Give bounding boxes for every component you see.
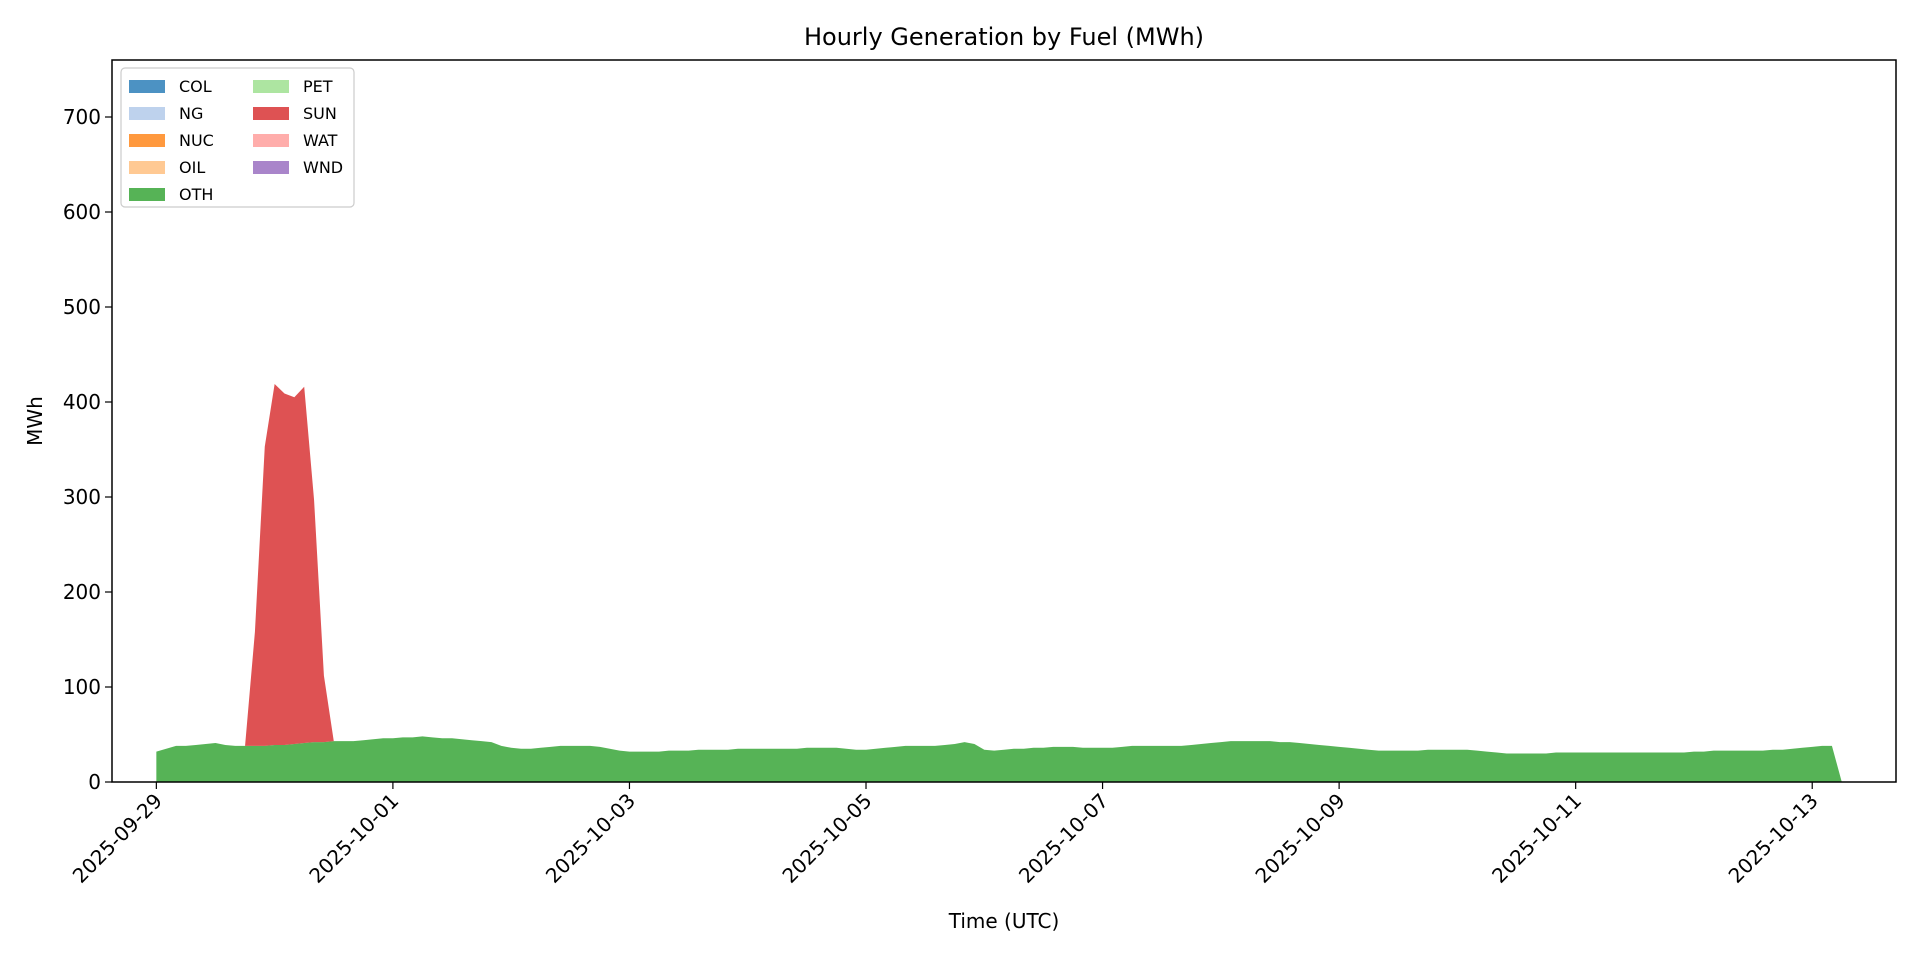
legend-swatch-wat <box>253 134 289 147</box>
legend-label-ng: NG <box>179 104 203 123</box>
legend-label-oil: OIL <box>179 158 205 177</box>
y-axis: 0 100 200 300 400 500 600 700 <box>63 105 112 794</box>
x-axis-label: Time (UTC) <box>948 909 1060 933</box>
legend-label-wat: WAT <box>303 131 338 150</box>
legend-frame <box>120 67 355 208</box>
legend-swatch-wnd <box>253 161 289 174</box>
legend-label-pet: PET <box>303 77 333 96</box>
legend-label-sun: SUN <box>303 104 337 123</box>
y-tick-label: 500 <box>63 295 101 319</box>
legend-swatch-nuc <box>129 134 165 147</box>
plot-frame <box>111 59 1897 783</box>
legend-swatch-oil <box>129 161 165 174</box>
y-axis-label: MWh <box>23 396 47 446</box>
legend-label-col: COL <box>179 77 212 96</box>
y-tick-label: 700 <box>63 105 101 129</box>
area-oth <box>156 736 1892 782</box>
legend-swatch-oth <box>129 188 165 201</box>
legend-swatch-col <box>129 80 165 93</box>
legend-swatch-sun <box>253 107 289 120</box>
legend-swatch-ng <box>129 107 165 120</box>
y-tick-label: 600 <box>63 200 101 224</box>
legend-label-nuc: NUC <box>179 131 214 150</box>
legend-label-wnd: WND <box>303 158 343 177</box>
legend-label-oth: OTH <box>179 185 213 204</box>
legend: COL NG NUC OIL OTH PET SUN WAT WND <box>120 67 355 208</box>
y-tick-label: 400 <box>63 390 101 414</box>
y-tick-label: 0 <box>88 770 101 794</box>
y-tick-label: 200 <box>63 580 101 604</box>
chart-title: Hourly Generation by Fuel (MWh) <box>804 23 1204 51</box>
y-tick-label: 300 <box>63 485 101 509</box>
area-layer <box>156 383 1892 782</box>
legend-swatch-pet <box>253 80 289 93</box>
y-tick-label: 100 <box>63 675 101 699</box>
